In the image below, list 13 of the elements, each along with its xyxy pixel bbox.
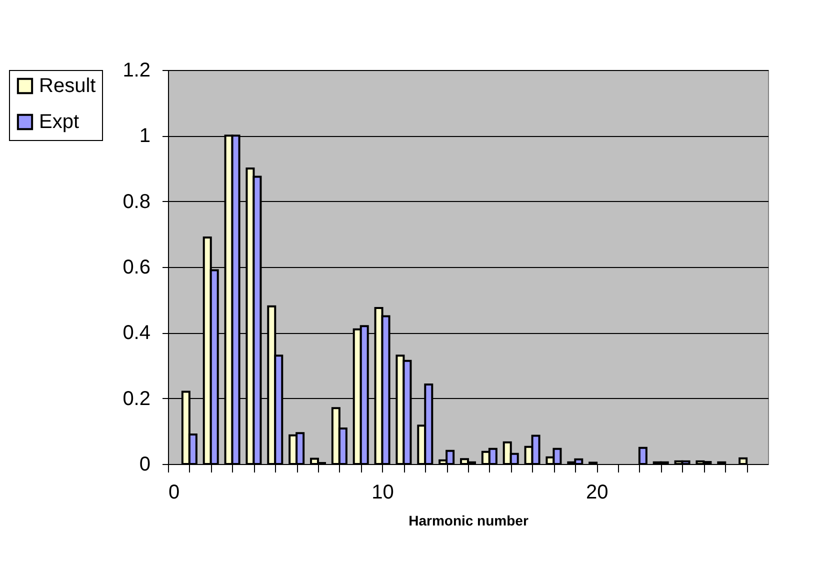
legend-label: Result [39, 75, 96, 97]
y-tick-label: 0 [139, 454, 150, 476]
legend-label: Expt [39, 111, 80, 133]
x-axis-title: Harmonic number [408, 512, 529, 528]
x-tick-label: 0 [168, 482, 180, 504]
y-tick-label: 1.2 [122, 60, 150, 82]
y-tick-label: 0.2 [122, 388, 150, 410]
y-tick-label: 0.6 [122, 256, 150, 278]
y-tick-label: 1 [139, 125, 150, 148]
y-tick-label: 0.8 [122, 190, 150, 213]
y-tick-label: 0.4 [122, 322, 150, 344]
x-tick-label: 20 [586, 482, 608, 504]
x-tick-label: 10 [372, 482, 394, 504]
